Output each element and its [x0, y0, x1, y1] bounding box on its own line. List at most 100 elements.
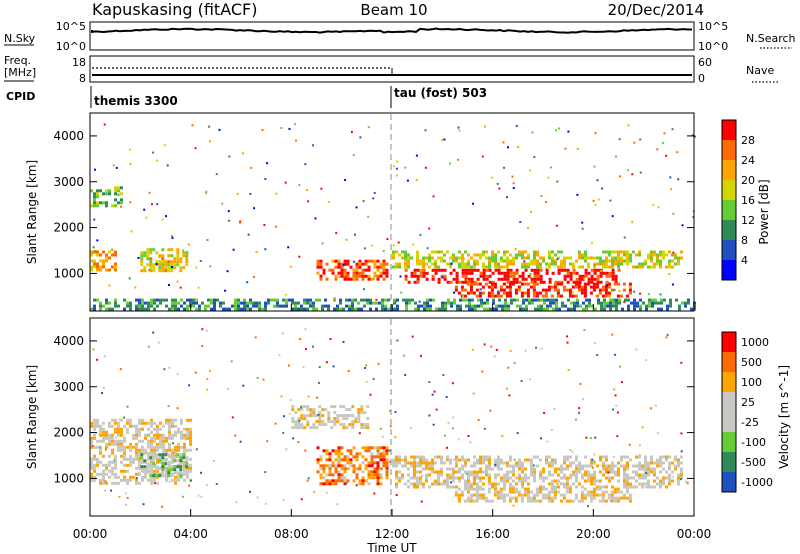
velocity-cell-1668: [318, 366, 321, 369]
power-cell-702: [557, 268, 561, 272]
velocity-cell-173: [135, 427, 138, 431]
power-cell-1123: [369, 301, 372, 305]
power-cell-707: [563, 268, 567, 272]
velocity-cell-140: [123, 469, 126, 473]
power-cell-871: [580, 285, 584, 289]
velocity-cell-157: [129, 445, 132, 449]
power-cell-603: [452, 268, 456, 272]
velocity-cell-593: [361, 446, 365, 450]
power-cell-850: [553, 288, 557, 292]
velocity-cell-1163: [644, 458, 647, 462]
power-cell-478: [608, 250, 611, 254]
power-cell-1484: [665, 154, 668, 157]
velocity-cell-542: [337, 458, 341, 462]
power-cell-571: [413, 268, 417, 272]
power-cell-640: [488, 268, 492, 272]
velocity-cell-906: [506, 470, 509, 474]
velocity-cell-1514: [360, 408, 364, 412]
velocity-cell-219: [144, 460, 147, 464]
velocity-cell-689: [404, 455, 407, 459]
power-cell-1143: [396, 298, 399, 302]
power-cell-1251: [540, 307, 543, 311]
power-cell-162: [325, 277, 329, 281]
power-colorbar-tick-3: 16: [741, 194, 755, 207]
power-cell-905: [616, 294, 620, 298]
power-cell-3: [90, 265, 93, 269]
velocity-cell-1375: [589, 490, 593, 494]
power-cell-1007: [213, 301, 216, 305]
velocity-cell-1576: [304, 328, 307, 331]
velocity-cell-910: [509, 455, 512, 459]
power-cell-892: [601, 294, 605, 298]
velocity-cell-599: [361, 482, 365, 486]
velocity-cell-620: [370, 470, 374, 474]
velocity-cell-1319: [526, 499, 530, 503]
velocity-cell-176: [135, 436, 138, 440]
velocity-cell-337: [171, 424, 174, 428]
velocity-cell-874: [488, 479, 491, 483]
power-colorbar-swatch-6: [722, 240, 736, 260]
power-cell-1074: [303, 298, 306, 302]
power-cell-855: [559, 282, 563, 286]
velocity-cell-1417: [628, 499, 632, 503]
power-cell-795: [490, 294, 494, 298]
power-cell-825: [526, 282, 530, 286]
power-cell-245: [385, 268, 389, 272]
velocity-cell-1435: [300, 417, 304, 421]
power-cell-1615: [656, 148, 659, 151]
velocity-cell-170: [132, 460, 135, 464]
velocity-cell-1516: [360, 423, 364, 427]
power-cell-550: [668, 250, 671, 254]
power-cell-953: [147, 301, 150, 305]
power-cell-1129: [381, 298, 384, 302]
velocity-cell-1759: [616, 435, 619, 438]
velocity-cell-411: [189, 457, 192, 461]
power-cell-1621: [151, 203, 153, 206]
power-cell-300: [440, 256, 443, 260]
velocity-cell-1600: [364, 367, 367, 369]
power-cell-325: [464, 265, 467, 269]
power-cell-1533: [412, 243, 415, 246]
velocity-cell-197: [138, 460, 141, 464]
power-cell-270: [407, 265, 410, 269]
power-cell-1331: [639, 307, 642, 311]
power-cell-226: [373, 265, 377, 269]
power-cell-954: [147, 304, 150, 308]
velocity-cell-995: [554, 479, 557, 483]
velocity-cell-1323: [532, 493, 536, 497]
velocity-cell-824: [467, 479, 470, 483]
power-cell-1318: [624, 298, 627, 302]
power-cell-969: [168, 307, 171, 311]
power-cell-413: [539, 265, 542, 269]
power-cell-1212: [492, 298, 495, 302]
power-cell-1607: [517, 146, 520, 149]
power-cell-129: [173, 260, 177, 264]
power-cell-676: [524, 268, 528, 272]
power-cell-407: [536, 253, 539, 257]
power-cell-899: [607, 285, 611, 289]
velocity-cell-1161: [641, 485, 644, 489]
velocity-cell-1776: [556, 482, 559, 485]
power-colorbar-tick-5: 24: [741, 154, 755, 167]
velocity-cell-136: [123, 451, 126, 455]
velocity-cell-1138: [629, 485, 632, 489]
power-cell-1346: [660, 301, 663, 305]
power-cell-127: [170, 269, 174, 273]
velocity-cell-853: [479, 479, 482, 483]
velocity-cell-997: [557, 467, 560, 471]
velocity-cell-996: [554, 485, 557, 489]
velocity-cell-1657: [621, 381, 623, 384]
power-cell-1140: [393, 298, 396, 302]
velocity-cell-474: [176, 465, 180, 469]
power-cell-805: [502, 288, 506, 292]
velocity-cell-412: [189, 463, 192, 467]
power-cell-1196: [471, 298, 474, 302]
power-cell-333: [473, 259, 476, 263]
power-cell-719: [572, 280, 576, 284]
velocity-cell-1493: [342, 426, 346, 430]
power-cell-1174: [441, 307, 444, 311]
velocity-cell-356: [174, 475, 177, 479]
power-cell-630: [476, 277, 480, 281]
power-cell-828: [526, 294, 530, 298]
velocity-cell-890: [497, 467, 500, 471]
